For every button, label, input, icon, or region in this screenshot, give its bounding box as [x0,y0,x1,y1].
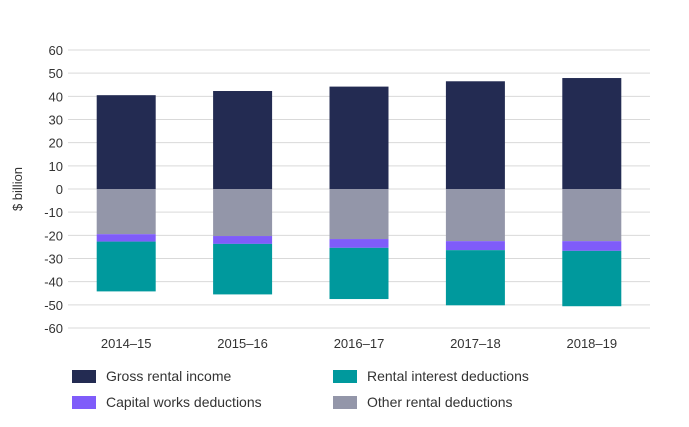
bar-segment [96,234,156,242]
bar-segment [96,95,156,189]
bar-segment [213,243,273,295]
legend-swatch [72,369,96,383]
legend-label: Rental interest deductions [367,368,529,384]
x-tick-label: 2017–18 [450,336,501,350]
bar-segment [562,241,622,251]
legend-other-rental-deductions: Other rental deductions [333,394,513,410]
bar-segment [213,91,273,189]
bar-segment [445,241,505,251]
bar-segment [562,189,622,242]
legend-label: Capital works deductions [106,394,262,410]
y-tick-label: -30 [44,252,63,267]
bar-segment [445,189,505,242]
y-tick-label: 50 [49,66,63,81]
bar-segment [445,250,505,306]
y-tick-label: 10 [49,159,63,174]
bar-segment [562,250,622,307]
legend-capital-works-deductions: Capital works deductions [72,394,262,410]
legend-rental-interest-deductions: Rental interest deductions [333,368,529,384]
y-tick-label: -60 [44,321,63,336]
bar-segment [445,81,505,189]
x-tick-label: 2014–15 [101,336,152,350]
bar-segment [96,241,156,292]
x-tick-label: 2018–19 [566,336,617,350]
y-tick-label: 0 [56,182,63,197]
y-tick-label: -20 [44,228,63,243]
y-tick-label: 60 [49,43,63,58]
y-tick-label: -40 [44,275,63,290]
y-tick-label: 20 [49,136,63,151]
bar-segment [329,247,389,300]
bar-segment [96,189,156,235]
x-tick-label: 2015–16 [217,336,268,350]
legend-swatch [72,395,96,409]
y-tick-label: 40 [49,89,63,104]
y-tick-label: 30 [49,113,63,128]
bar-segment [562,78,622,189]
bar-segment [213,189,273,237]
legend-swatch [333,369,357,383]
bar-segment [329,239,389,248]
legend-swatch [333,395,357,409]
x-tick-label: 2016–17 [334,336,385,350]
legend-label: Gross rental income [106,368,232,384]
bar-segment [329,189,389,240]
bar-segment [213,236,273,244]
legend-gross-rental-income: Gross rental income [72,368,231,384]
stacked-bar-chart: $ billion 60 50 40 30 20 10 0 -10 -20 -30 -40 -50 -6… [10,43,650,351]
legend-label: Other rental deductions [367,394,513,410]
bar-segment [329,86,389,189]
y-tick-label: -10 [44,205,63,220]
y-tick-label: -50 [44,298,63,313]
y-axis-label: $ billion [10,167,25,211]
